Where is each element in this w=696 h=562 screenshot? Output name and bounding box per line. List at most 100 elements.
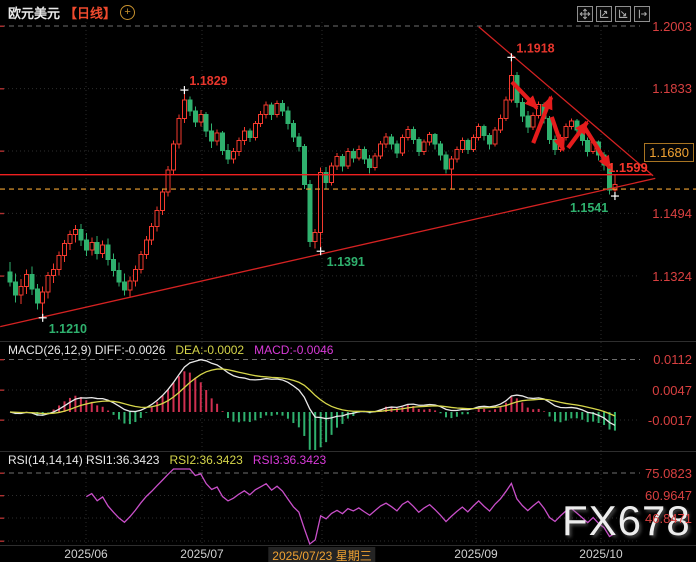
candle-body	[18, 286, 24, 296]
candle-body	[394, 143, 400, 154]
macd-axis-label: -0.0017	[647, 413, 692, 428]
candle-body	[105, 244, 111, 261]
candle-body	[34, 288, 40, 304]
candle-body	[318, 171, 324, 233]
rsi-pane-layer	[85, 468, 616, 546]
candle-body	[181, 99, 187, 119]
rsi-axis-label: 75.0823	[645, 466, 692, 481]
price-axis-label: 1.1833	[652, 81, 692, 96]
y-axis-scale-button[interactable]	[596, 6, 612, 22]
candle-body	[481, 125, 487, 137]
candle-body	[236, 139, 242, 153]
fx678-watermark: FX678	[562, 497, 691, 544]
rsi-axis-label: 60.9647	[645, 488, 692, 503]
candle-body	[427, 134, 433, 143]
candle-body	[143, 239, 149, 256]
extreme-price-label: 1.1210	[49, 322, 87, 336]
candle-body	[83, 239, 89, 251]
axis-tick-left	[0, 212, 4, 215]
crosshair-toggle-icon[interactable]: +	[120, 4, 136, 20]
price-axis-label: 1.1324	[652, 269, 692, 284]
candle-body	[29, 273, 35, 290]
period-label: 【日线】	[64, 5, 117, 21]
candle-body	[476, 125, 482, 139]
candle-body	[410, 128, 416, 140]
candle-body	[367, 158, 373, 169]
shift-right-button[interactable]	[634, 6, 650, 22]
candle-body	[62, 242, 67, 256]
annotation-arrow	[531, 95, 554, 144]
time-axis-highlight-label: 2025/07/23 星期三	[268, 547, 376, 562]
chart-header: 欧元美元 【日线】 +	[8, 4, 136, 21]
candle-body	[399, 137, 405, 154]
candle-body	[465, 139, 471, 150]
candle-body	[519, 102, 525, 117]
macd-dea-line	[9, 368, 616, 417]
x-axis-scale-icon	[617, 8, 629, 20]
candle-body	[443, 154, 449, 170]
macd-diff-value: MACD(26,12,9) DIFF:-0.0026	[8, 343, 166, 357]
candle-body	[160, 191, 166, 211]
axis-tick-left	[0, 495, 4, 497]
candle-body	[203, 114, 209, 132]
candle-body	[241, 130, 247, 141]
candle-body	[339, 156, 345, 167]
axis-tick-left	[0, 25, 4, 27]
candle-body	[72, 229, 78, 236]
candle-body	[290, 123, 296, 138]
candle-body	[274, 103, 280, 116]
move-tool-button[interactable]	[577, 6, 593, 22]
chart-toolbar	[577, 6, 650, 22]
annotation-arrow	[583, 126, 612, 170]
x-axis-scale-button[interactable]	[615, 6, 631, 22]
macd-axis-label: 0.0047	[652, 383, 692, 398]
axis-tick-left	[0, 389, 4, 391]
extreme-price-label: 1.1829	[189, 74, 227, 88]
rsi2-value: RSI2:36.3423	[169, 453, 243, 467]
candle-body	[296, 136, 302, 148]
annotation-arrow	[510, 80, 539, 110]
candle-body	[421, 141, 427, 153]
axis-tick-left	[0, 150, 4, 152]
candle-body	[530, 114, 536, 128]
time-axis: 2025/06 2025/07 2025/07/23 星期三 2025/09 2…	[0, 547, 696, 562]
rsi3-value: RSI3:36.3423	[252, 453, 327, 467]
move-tool-icon	[579, 8, 591, 20]
candle-body	[187, 99, 193, 112]
candle-body	[552, 138, 558, 150]
candle-body	[356, 148, 362, 159]
current-price-badge: 1.1680	[644, 143, 694, 162]
axis-tick-left	[0, 419, 4, 421]
candle-body	[323, 171, 329, 183]
price-axis-label: 1.1494	[652, 206, 692, 221]
symbol-title: 欧元美元	[8, 5, 61, 21]
candle-body	[492, 129, 498, 145]
support-level-label: 1.1599	[608, 160, 648, 175]
candle-body	[214, 132, 220, 142]
candle-body	[230, 151, 236, 160]
time-axis-label: 2025/06	[64, 547, 108, 561]
candle-body	[536, 103, 542, 116]
time-axis-label: 2025/07	[180, 547, 224, 561]
macd-pane-layer	[9, 359, 616, 450]
candle-body	[312, 231, 318, 242]
rsi-axis-label: 46.8471	[645, 511, 692, 526]
candle-body	[280, 103, 285, 112]
candle-body	[138, 254, 144, 270]
candle-body	[568, 120, 574, 127]
candle-body	[350, 151, 356, 159]
ascending_trendline	[0, 177, 656, 328]
candle-body	[116, 270, 122, 283]
candle-body	[247, 130, 253, 139]
candle-body	[487, 135, 493, 145]
price-axis-label: 1.2003	[652, 19, 692, 34]
candle-body	[498, 117, 503, 131]
candle-body	[361, 148, 367, 160]
candle-body	[100, 244, 106, 254]
candle-body	[132, 268, 138, 282]
time-axis-label: 2025/10	[579, 547, 623, 561]
candle-body	[301, 146, 307, 186]
candle-body	[209, 130, 215, 142]
